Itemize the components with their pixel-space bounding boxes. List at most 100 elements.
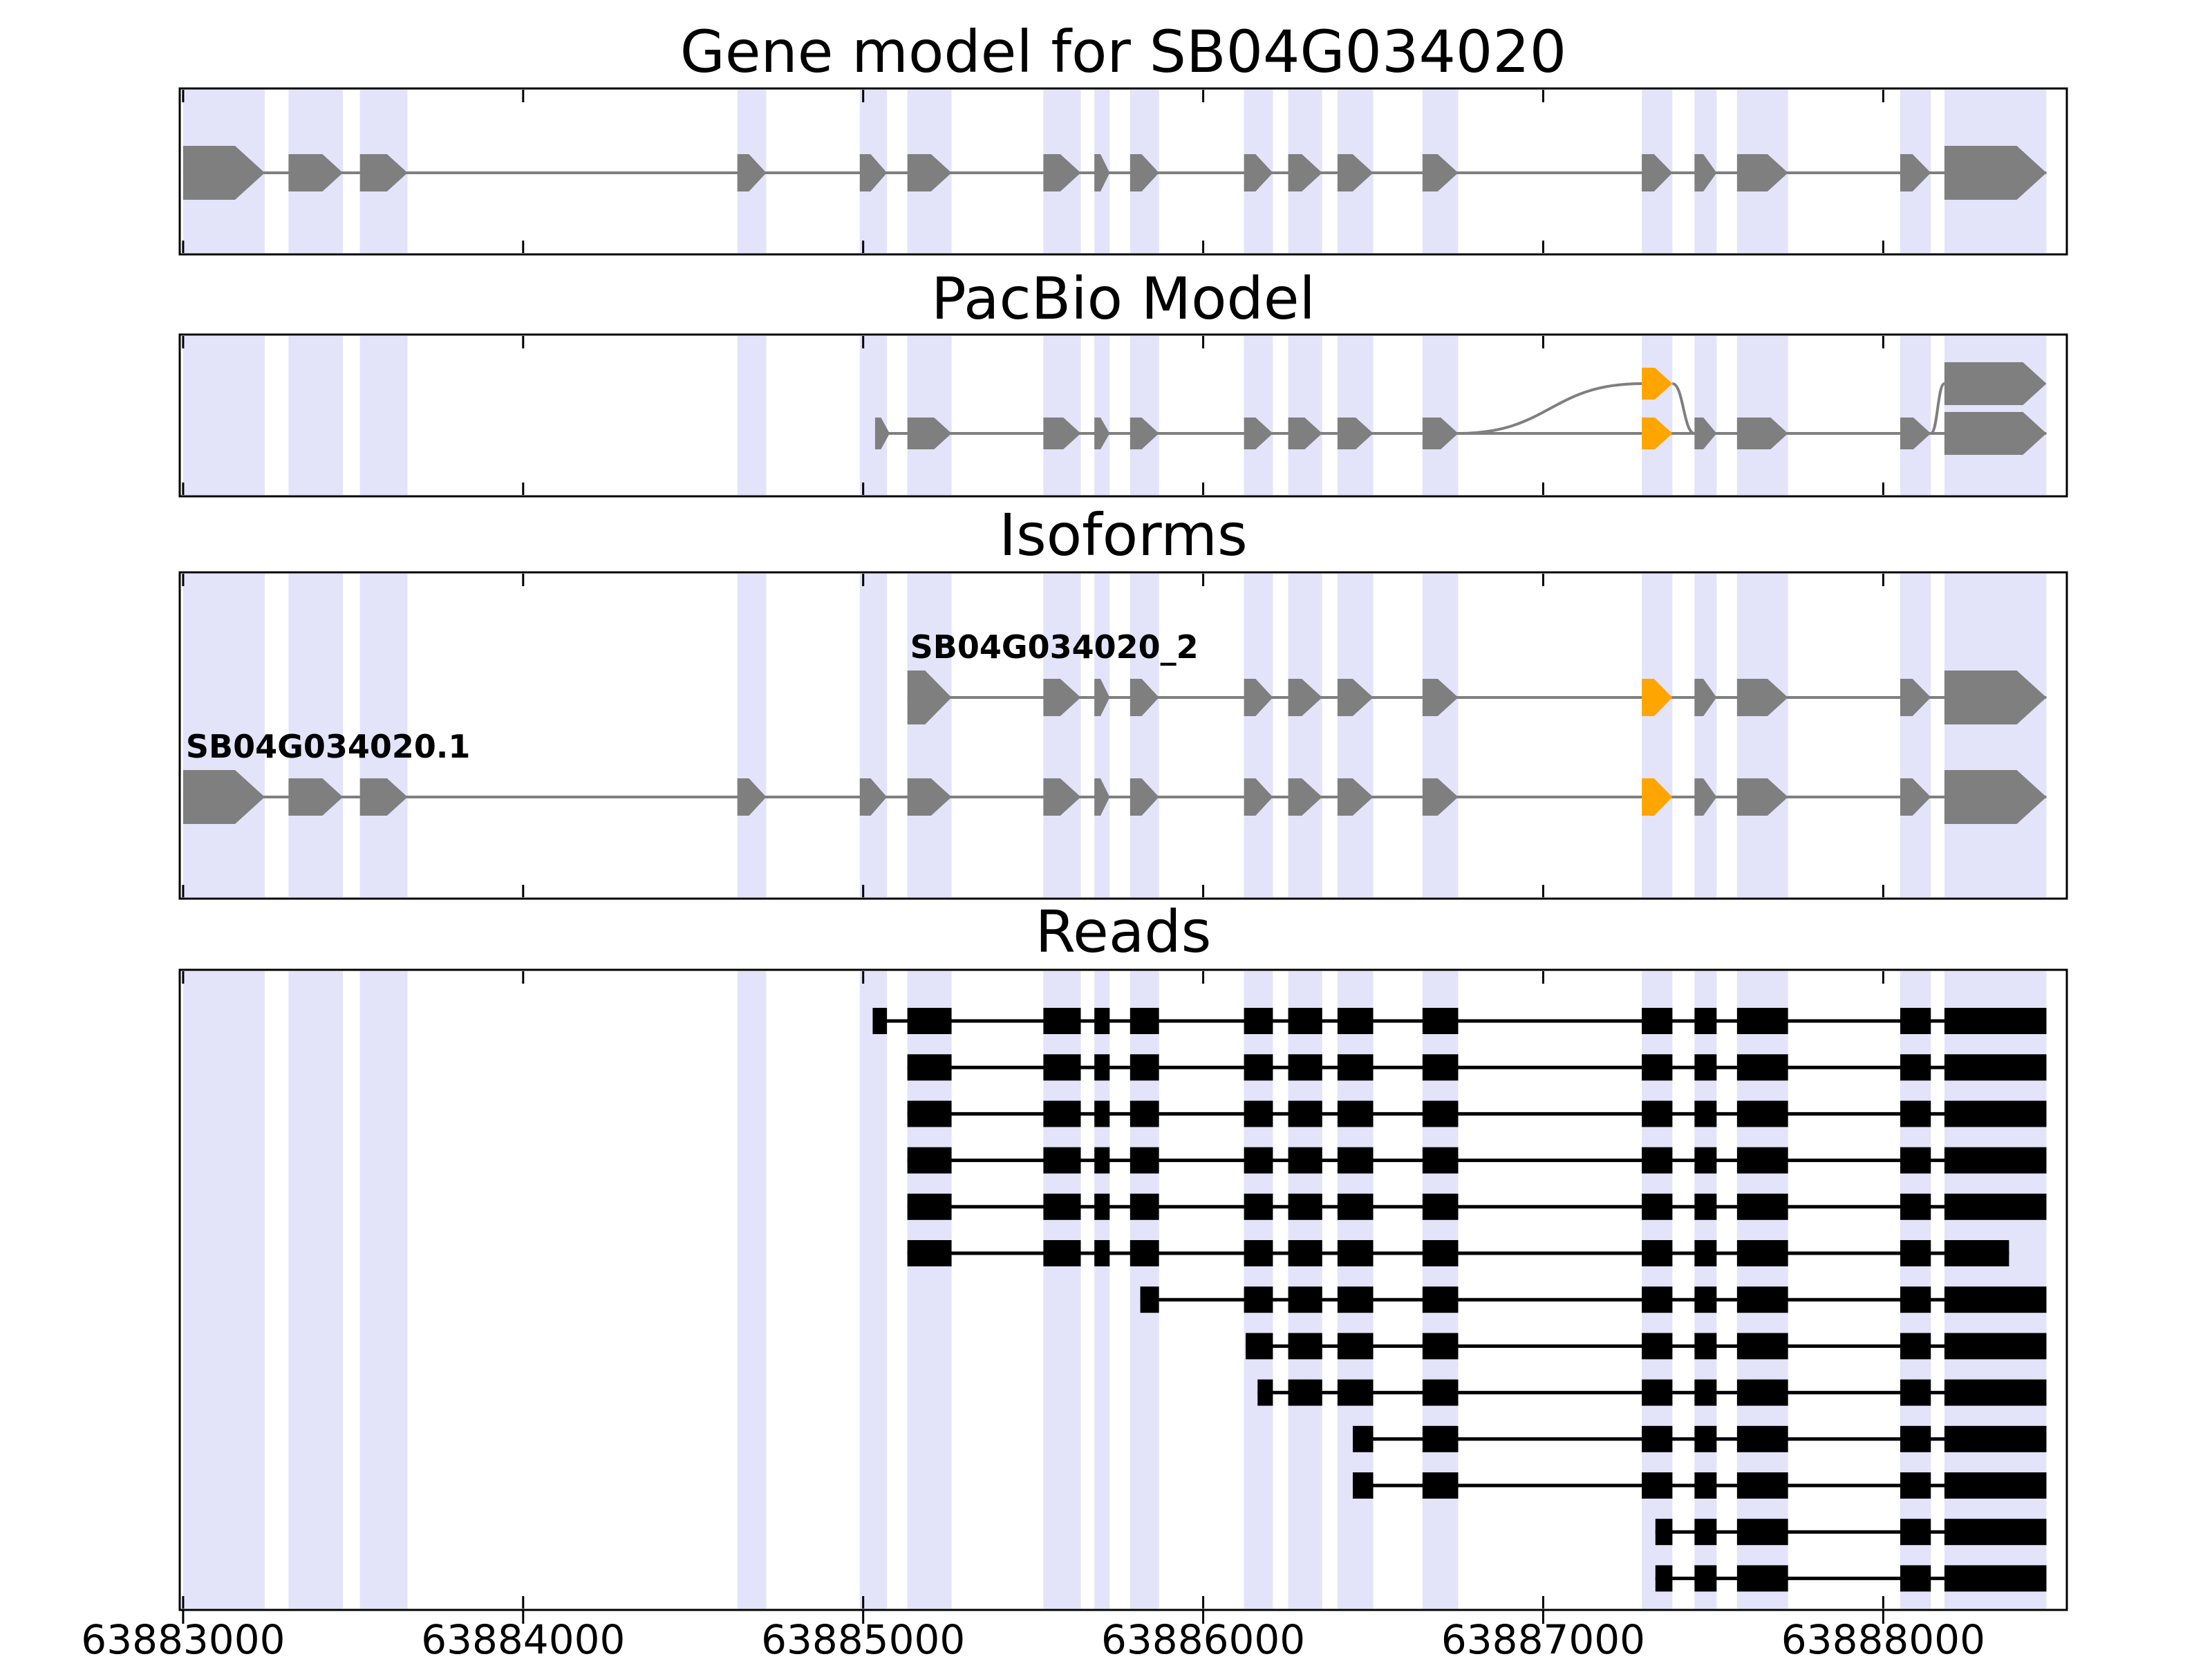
highlight-band	[1944, 574, 2047, 897]
exon	[1094, 778, 1110, 816]
read-block	[1694, 1519, 1717, 1546]
highlight-band	[1694, 336, 1717, 495]
read-block	[1900, 1565, 1931, 1592]
read-row	[907, 1147, 2047, 1174]
read-block	[1043, 1193, 1081, 1220]
exon	[737, 154, 767, 191]
exon-alt	[1642, 368, 1673, 400]
read-block	[1246, 1333, 1273, 1360]
highlight-band	[359, 971, 408, 1609]
read-block	[1337, 1286, 1374, 1313]
read-block	[1694, 1240, 1717, 1266]
highlight-band	[1244, 574, 1273, 897]
exon	[1422, 778, 1459, 816]
read-block	[1642, 1286, 1673, 1313]
exon	[859, 154, 888, 191]
read-block	[1900, 1286, 1931, 1313]
read-block	[1694, 1286, 1717, 1313]
exon	[1244, 154, 1273, 191]
highlight-band	[1094, 574, 1110, 897]
read-block	[1900, 1425, 1931, 1452]
read-block	[1288, 1100, 1322, 1127]
exon	[1944, 671, 2047, 724]
highlight-band	[907, 336, 952, 495]
exon-alt	[1642, 418, 1673, 449]
highlight-band	[1736, 574, 1788, 897]
highlight-band	[1244, 336, 1273, 495]
exon	[288, 778, 344, 816]
highlight-band	[1422, 574, 1459, 897]
exon	[1944, 146, 2047, 200]
exon	[1244, 418, 1273, 449]
exon	[907, 778, 952, 816]
read-block	[1288, 1008, 1322, 1034]
read-block	[907, 1240, 952, 1266]
read-block	[1244, 1240, 1273, 1266]
read-block	[1944, 1333, 2047, 1360]
read-row	[1655, 1519, 2047, 1546]
read-block	[1694, 1054, 1717, 1081]
read-block	[1736, 1425, 1788, 1452]
read-row	[1140, 1286, 2047, 1313]
highlight-band	[182, 971, 265, 1609]
read-block	[907, 1008, 952, 1034]
axis-tick-label: 63888000	[1781, 1616, 1985, 1659]
read-block	[1642, 1193, 1673, 1220]
read-block	[1353, 1472, 1374, 1499]
exon	[1288, 778, 1322, 816]
panel-title-reads: Reads	[1035, 898, 1212, 966]
axis-tick-label: 63884000	[421, 1616, 625, 1659]
read-block	[1736, 1519, 1788, 1546]
exon	[1043, 679, 1081, 716]
exon	[1736, 679, 1788, 716]
read-block	[1094, 1054, 1110, 1081]
read-block	[1694, 1008, 1717, 1034]
read-block	[1944, 1286, 2047, 1313]
read-block	[907, 1100, 952, 1127]
read-block	[1900, 1054, 1931, 1081]
read-block	[1094, 1240, 1110, 1266]
highlight-band	[1337, 574, 1374, 897]
read-block	[1944, 1100, 2047, 1127]
read-block	[1422, 1147, 1459, 1174]
read-block	[1736, 1565, 1788, 1592]
read-block	[1944, 1425, 2047, 1452]
panel-isoforms: SB04G034020_2 SB04G034020.1	[178, 571, 2068, 900]
read-block	[1422, 1425, 1459, 1452]
exon	[1094, 418, 1110, 449]
read-block	[1353, 1425, 1374, 1452]
read-block	[1900, 1193, 1931, 1220]
read-block	[1130, 1240, 1159, 1266]
exon	[1094, 679, 1110, 716]
highlight-band	[1736, 336, 1788, 495]
exon	[1900, 418, 1931, 449]
read-block	[1094, 1193, 1110, 1220]
read-block	[1694, 1425, 1717, 1452]
exon	[182, 770, 265, 824]
exon-alt	[1642, 778, 1673, 816]
read-block	[1337, 1100, 1374, 1127]
read-block	[1694, 1333, 1717, 1360]
panel-reads	[178, 968, 2068, 1611]
read-block	[1736, 1054, 1788, 1081]
read-block	[1244, 1008, 1273, 1034]
read-block	[1422, 1240, 1459, 1266]
read-block	[1288, 1240, 1322, 1266]
read-block	[1288, 1286, 1322, 1313]
read-block	[907, 1147, 952, 1174]
highlight-band	[1422, 336, 1459, 495]
read-block	[1043, 1100, 1081, 1127]
panel-pacbio	[178, 333, 2068, 498]
read-block	[1337, 1240, 1374, 1266]
exon	[288, 154, 344, 191]
read-block	[1244, 1100, 1273, 1127]
read-block	[1337, 1054, 1374, 1081]
read-block	[1337, 1147, 1374, 1174]
read-block	[1130, 1193, 1159, 1220]
read-block	[1694, 1472, 1717, 1499]
exon	[737, 778, 767, 816]
read-block	[1736, 1379, 1788, 1406]
exon	[1043, 778, 1081, 816]
highlight-band	[288, 574, 344, 897]
